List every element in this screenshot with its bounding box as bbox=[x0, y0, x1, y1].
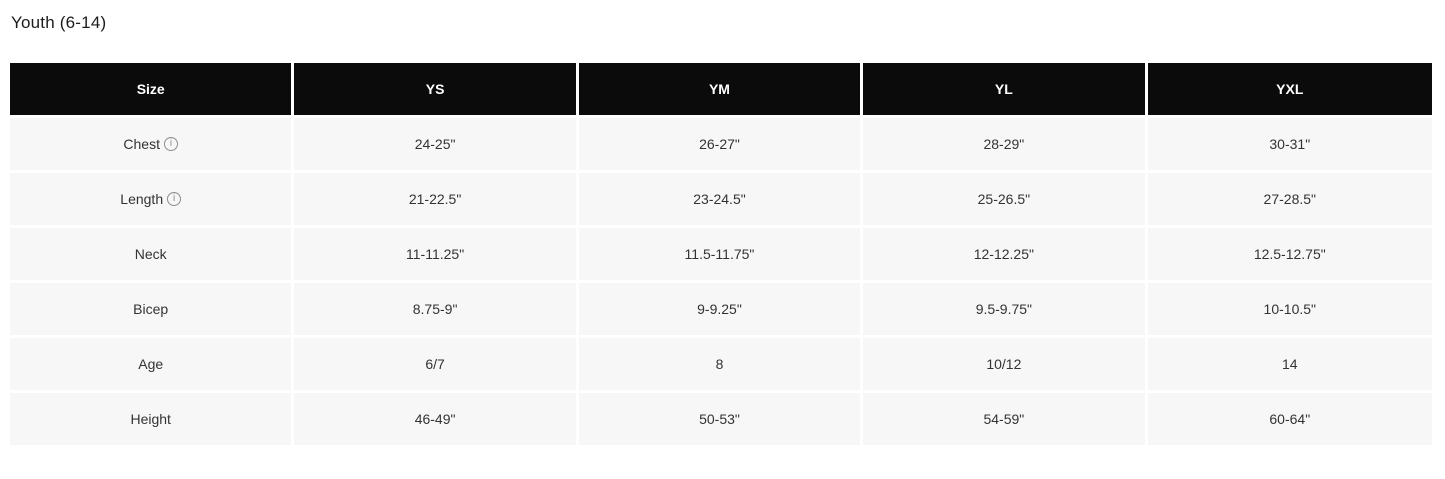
row-label: Chest bbox=[123, 136, 160, 152]
value-cell: 12.5-12.75" bbox=[1147, 225, 1432, 280]
row-label: Bicep bbox=[133, 301, 169, 317]
value-cell: 10-10.5" bbox=[1147, 280, 1432, 335]
value-cell: 23-24.5" bbox=[578, 170, 864, 225]
row-label-wrap: Age bbox=[138, 356, 163, 372]
row-label-cell: Age bbox=[10, 335, 295, 390]
column-header-yl: YL bbox=[863, 63, 1148, 115]
row-label: Height bbox=[130, 411, 171, 427]
row-label-cell: Length i bbox=[10, 170, 295, 225]
row-label-cell: Neck bbox=[10, 225, 295, 280]
row-label-cell: Chest i bbox=[10, 115, 295, 170]
row-label: Neck bbox=[134, 246, 167, 262]
value-cell: 50-53" bbox=[578, 390, 864, 445]
table-row: Length i 21-22.5" 23-24.5" 25-26.5" 27-28.5" bbox=[10, 170, 1432, 225]
value-cell: 6/7 bbox=[294, 335, 579, 390]
value-cell: 26-27" bbox=[578, 115, 864, 170]
value-cell: 30-31" bbox=[1147, 115, 1432, 170]
table-row: Chest i 24-25" 26-27" 28-29" 30-31" bbox=[10, 115, 1432, 170]
row-label: Length bbox=[120, 191, 164, 207]
value-cell: 24-25" bbox=[294, 115, 579, 170]
info-icon[interactable]: i bbox=[163, 137, 178, 151]
table-row: Height 46-49" 50-53" 54-59" 60-64" bbox=[10, 390, 1432, 445]
row-label-cell: Bicep bbox=[10, 280, 295, 335]
value-cell: 11-11.25" bbox=[294, 225, 579, 280]
table-row: Age 6/7 8 10/12 14 bbox=[10, 335, 1432, 390]
column-header-ys: YS bbox=[294, 63, 579, 115]
row-label-cell: Height bbox=[10, 390, 295, 445]
row-label-wrap: Bicep bbox=[133, 301, 168, 317]
value-cell: 28-29" bbox=[863, 115, 1148, 170]
value-cell: 8.75-9" bbox=[294, 280, 579, 335]
table-row: Neck 11-11.25" 11.5-11.75" 12-12.25" 12.5-12… bbox=[10, 225, 1432, 280]
size-chart-table: Size YS YM YL YXL Chest i 24-25" 26-27" 28-29" 30… bbox=[10, 63, 1432, 445]
row-label-wrap: Height bbox=[130, 411, 170, 427]
column-header-size: Size bbox=[10, 63, 295, 115]
value-cell: 8 bbox=[578, 335, 864, 390]
column-header-ym: YM bbox=[578, 63, 864, 115]
value-cell: 9-9.25" bbox=[578, 280, 864, 335]
value-cell: 12-12.25" bbox=[863, 225, 1148, 280]
size-chart-container: Size YS YM YL YXL Chest i 24-25" 26-27" 28-29" 30… bbox=[10, 63, 1432, 445]
table-row: Bicep 8.75-9" 9-9.25" 9.5-9.75" 10-10.5" bbox=[10, 280, 1432, 335]
value-cell: 11.5-11.75" bbox=[578, 225, 864, 280]
page-title: Youth (6-14) bbox=[11, 13, 107, 32]
value-cell: 25-26.5" bbox=[863, 170, 1148, 225]
value-cell: 60-64" bbox=[1147, 390, 1432, 445]
value-cell: 54-59" bbox=[863, 390, 1148, 445]
column-header-yxl: YXL bbox=[1147, 63, 1432, 115]
value-cell: 10/12 bbox=[863, 335, 1148, 390]
row-label-wrap: Chest i bbox=[123, 136, 178, 152]
value-cell: 21-22.5" bbox=[294, 170, 579, 225]
info-icon[interactable]: i bbox=[167, 192, 182, 206]
row-label-wrap: Neck bbox=[135, 246, 167, 262]
value-cell: 9.5-9.75" bbox=[863, 280, 1148, 335]
row-label-wrap: Length i bbox=[120, 191, 182, 207]
value-cell: 14 bbox=[1147, 335, 1432, 390]
value-cell: 27-28.5" bbox=[1147, 170, 1432, 225]
row-label: Age bbox=[138, 356, 164, 372]
value-cell: 46-49" bbox=[294, 390, 579, 445]
header-row: Size YS YM YL YXL bbox=[10, 63, 1432, 115]
